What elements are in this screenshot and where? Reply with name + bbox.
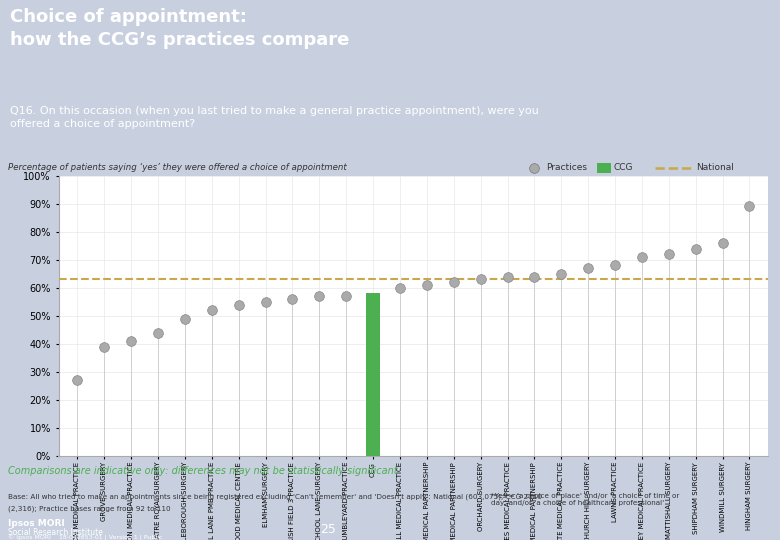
Text: Ipsos MORI: Ipsos MORI xyxy=(8,519,65,528)
Text: 25: 25 xyxy=(320,523,335,536)
Text: Social Research Institute: Social Research Institute xyxy=(8,528,103,537)
Text: Choice of appointment:
how the CCG’s practices compare: Choice of appointment: how the CCG’s pra… xyxy=(10,8,349,49)
Text: Comparisons are indicative only: differences may not be statistically significan: Comparisons are indicative only: differe… xyxy=(8,467,398,476)
Text: Base: All who tried to make an appointments since being registered excluding 'Ca: Base: All who tried to make an appointme… xyxy=(8,493,542,500)
Bar xyxy=(597,163,611,173)
Text: (2,316); Practice bases range from 92 to 110: (2,316); Practice bases range from 92 to… xyxy=(8,506,170,512)
Text: National: National xyxy=(696,164,734,172)
Bar xyxy=(366,293,381,456)
Text: CCG: CCG xyxy=(614,164,633,172)
Text: *Yes = 'a choice of place' and/or 'a choice of time or
day' and/or 'a choice of : *Yes = 'a choice of place' and/or 'a cho… xyxy=(491,493,680,506)
Text: © Ipsos MORI    18-042653-01 | Version 1 | Public: © Ipsos MORI 18-042653-01 | Version 1 | … xyxy=(8,535,162,540)
Text: Practices: Practices xyxy=(546,164,587,172)
Text: Q16. On this occasion (when you last tried to make a general practice appointmen: Q16. On this occasion (when you last tri… xyxy=(10,106,539,129)
Text: Percentage of patients saying ‘yes’ they were offered a choice of appointment: Percentage of patients saying ‘yes’ they… xyxy=(8,164,346,172)
